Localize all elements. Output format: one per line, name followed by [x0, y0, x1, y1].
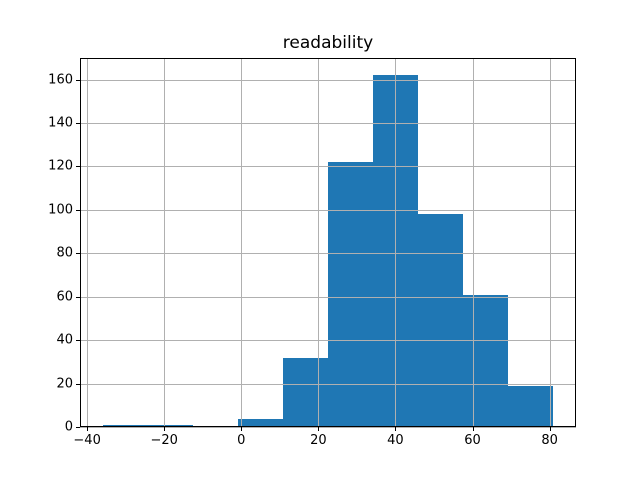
x-tick-label: 40 [387, 433, 404, 449]
y-tick-mark [76, 427, 80, 429]
horizontal-gridline [80, 209, 576, 211]
y-tick-mark [76, 79, 80, 81]
histogram-bar [102, 425, 148, 428]
x-tick-label: −40 [73, 433, 101, 449]
vertical-gridline [241, 57, 243, 428]
histogram-bar [282, 357, 328, 428]
y-tick-mark [76, 209, 80, 211]
horizontal-gridline [80, 427, 576, 429]
y-tick-mark [76, 166, 80, 168]
chart-title: readability [282, 33, 374, 53]
histogram-bar [508, 385, 554, 428]
y-tick-label: 80 [56, 245, 73, 261]
horizontal-gridline [80, 79, 576, 81]
y-tick-label: 0 [64, 419, 73, 435]
vertical-gridline [549, 57, 551, 428]
bars-layer [80, 58, 576, 428]
grid-layer [80, 57, 576, 429]
x-tick-mark [87, 427, 89, 432]
histogram-bar [147, 425, 193, 428]
y-tick-label: 140 [48, 115, 73, 131]
x-tick-mark [318, 427, 320, 432]
x-tick-mark [472, 427, 474, 432]
horizontal-gridline [80, 296, 576, 298]
y-tick-label: 20 [56, 376, 73, 392]
x-tick-label: 80 [541, 433, 558, 449]
x-tick-label: 0 [237, 433, 246, 449]
histogram-bar [328, 162, 374, 428]
y-tick-mark [76, 253, 80, 255]
x-tick-label: 60 [464, 433, 481, 449]
histogram-bar [237, 418, 283, 428]
y-tick-mark [76, 123, 80, 124]
x-tick-label: −20 [150, 433, 178, 449]
y-tick-label: 60 [56, 289, 73, 305]
horizontal-gridline [80, 340, 576, 342]
vertical-gridline [87, 57, 89, 428]
y-tick-label: 40 [56, 332, 73, 348]
vertical-gridline [164, 57, 166, 428]
y-tick-mark [76, 383, 80, 385]
horizontal-gridline [80, 166, 576, 168]
histogram-bar [463, 294, 509, 428]
vertical-gridline [318, 57, 320, 428]
x-tick-mark [164, 427, 166, 432]
x-tick-mark [395, 427, 397, 432]
vertical-gridline [472, 57, 474, 428]
x-tick-mark [241, 427, 243, 432]
histogram-bar [418, 214, 464, 428]
x-tick-mark [549, 427, 551, 432]
x-tick-label: 20 [310, 433, 327, 449]
y-tick-mark [76, 340, 80, 342]
horizontal-gridline [80, 253, 576, 255]
y-tick-label: 100 [48, 202, 73, 218]
plot-area [80, 57, 576, 429]
horizontal-gridline [80, 122, 576, 124]
horizontal-gridline [80, 383, 576, 385]
y-tick-mark [76, 296, 80, 298]
y-tick-label: 160 [48, 72, 73, 88]
vertical-gridline [395, 57, 397, 428]
y-tick-label: 120 [48, 158, 73, 174]
